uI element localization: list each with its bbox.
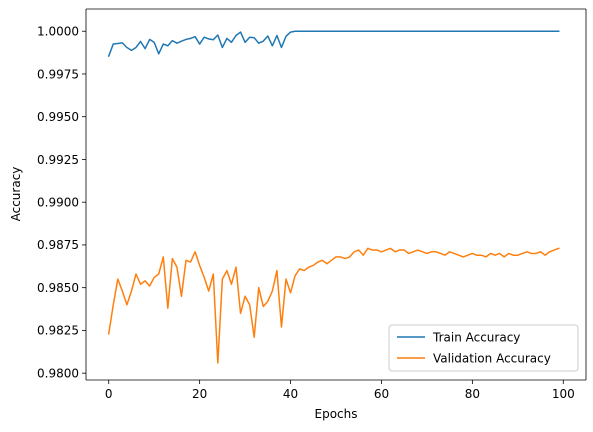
plot-area <box>86 9 586 380</box>
x-tick-label: 100 <box>552 387 575 401</box>
legend-label-train-accuracy: Train Accuracy <box>432 331 520 345</box>
y-tick-label: 0.9925 <box>37 153 79 167</box>
y-axis-ticks: 0.9800 0.9825 0.9850 0.9875 0.9900 0.9925 0.99… <box>37 25 86 380</box>
legend-label-validation-accuracy: Validation Accuracy <box>433 352 551 366</box>
series-line-validation-accuracy <box>107 247 560 364</box>
y-tick-label: 0.9800 <box>37 366 79 380</box>
x-tick-label: 0 <box>105 387 113 401</box>
series-layer <box>107 30 560 364</box>
y-tick-label: 1.0000 <box>37 25 79 39</box>
legend: Train Accuracy Validation Accuracy <box>388 324 579 372</box>
y-axis-label: Accuracy <box>9 167 23 222</box>
x-tick-label: 80 <box>465 387 480 401</box>
y-tick-label: 0.9975 <box>37 67 79 81</box>
legend-box <box>388 324 579 372</box>
y-tick-label: 0.9825 <box>37 324 79 338</box>
y-tick-label: 0.9950 <box>37 110 79 124</box>
y-tick-label: 0.9900 <box>37 195 79 209</box>
x-tick-label: 60 <box>374 387 389 401</box>
series-line-train-accuracy <box>107 30 560 57</box>
x-axis-ticks: 0 20 40 60 80 100 <box>105 380 575 401</box>
x-tick-label: 20 <box>192 387 207 401</box>
y-tick-label: 0.9850 <box>37 281 79 295</box>
y-tick-label: 0.9875 <box>37 238 79 252</box>
x-tick-label: 40 <box>283 387 298 401</box>
x-axis-label: Epochs <box>315 407 358 421</box>
axes-frame <box>85 8 587 381</box>
